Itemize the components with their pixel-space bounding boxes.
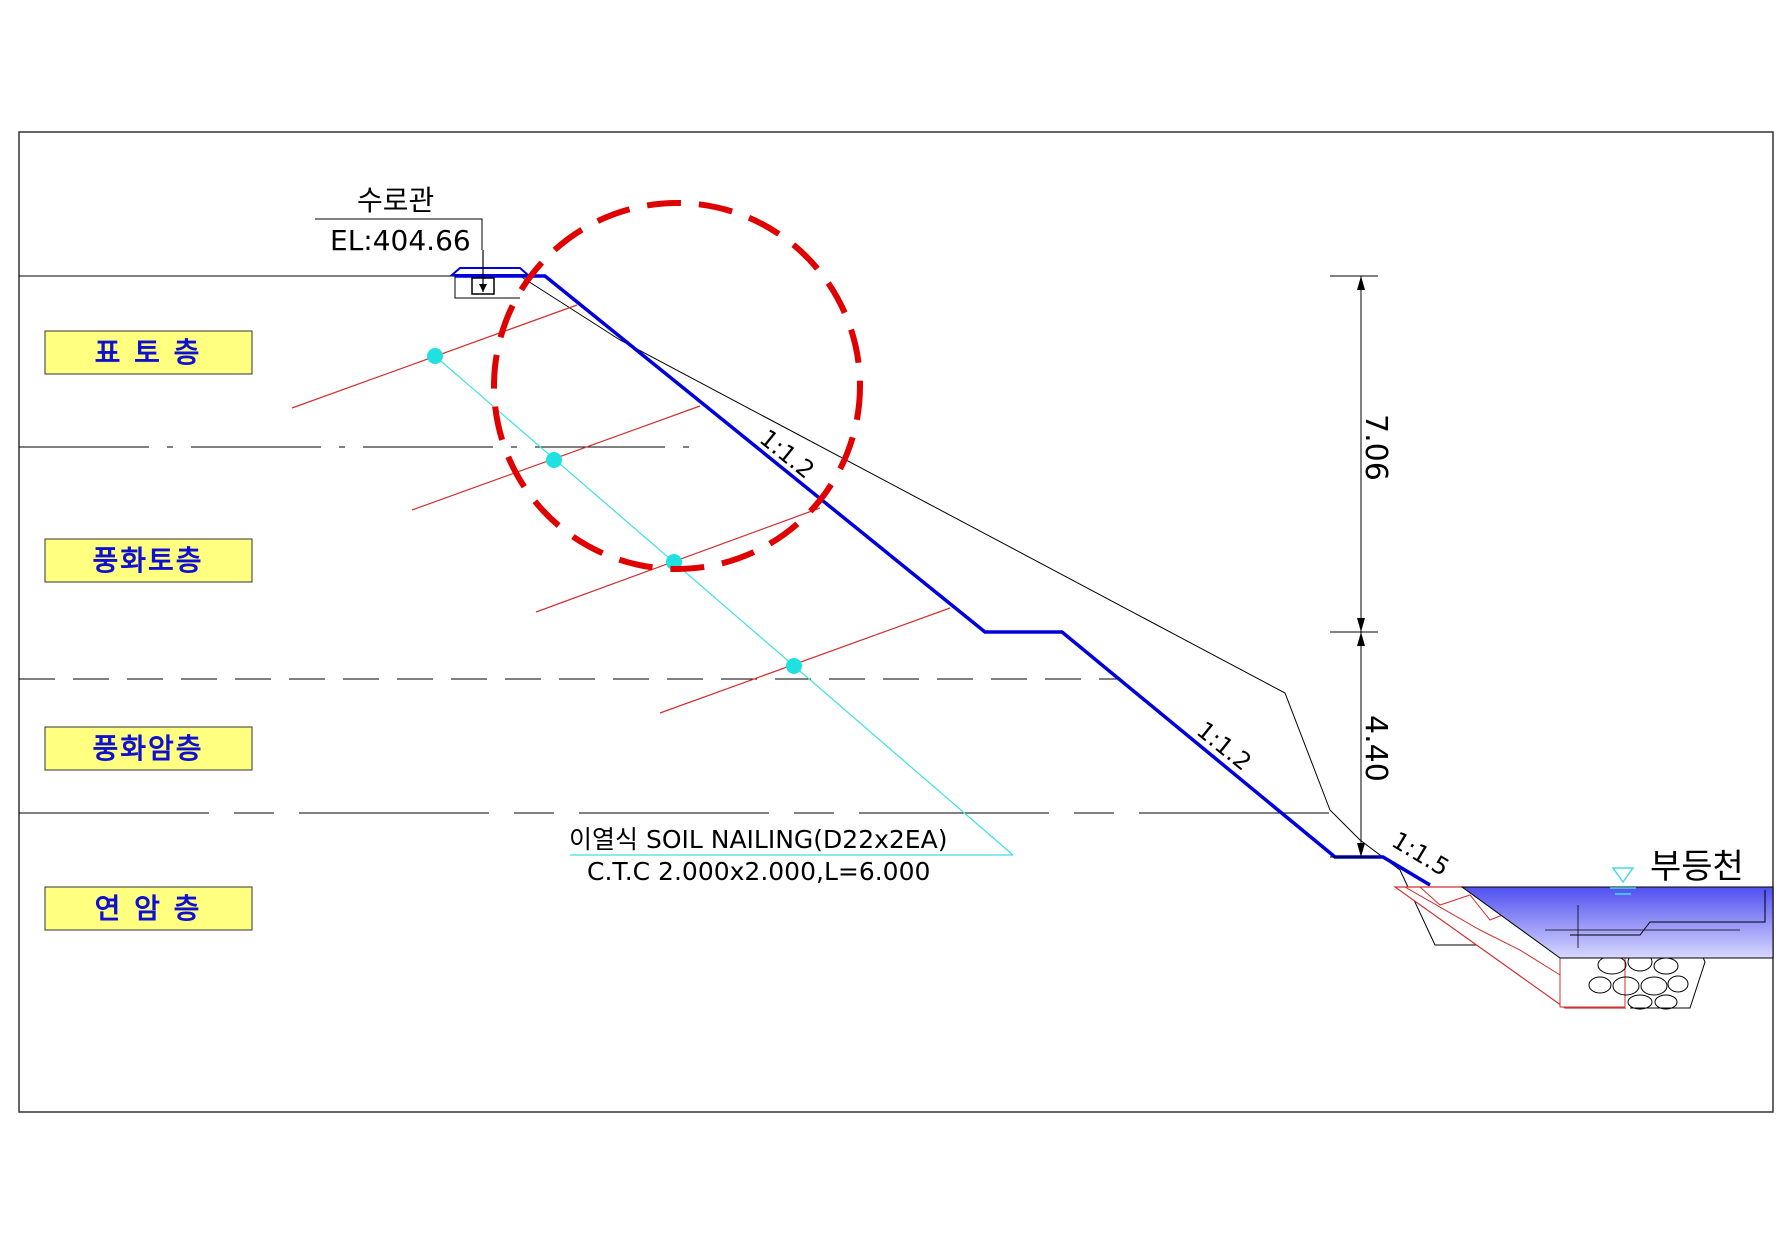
soil-nails [291,304,951,714]
highlight-circle [491,200,863,572]
layer-box-soft-rock [44,886,253,931]
layer-label-weathered-rock: 풍화암층 [92,732,203,765]
layer-label-weathered-soil: 풍화토층 [92,544,203,577]
nail-leader [434,355,1014,856]
pipe-label: 수로관 [357,184,434,217]
elevation-label: EL:404.66 [330,224,471,257]
dimension-upper: 7.06 [1358,414,1393,481]
nail-head-marker [546,452,562,468]
layer-label-soft-rock: 연 암 층 [95,892,202,925]
original-ground-line [519,275,1500,946]
layer-box-weathered-rock [44,726,253,771]
dimension-lines [1330,275,1378,858]
layer-legend: 표 토 층 풍화토층 풍화암층 연 암 층 [44,330,253,931]
river-water [1460,886,1774,959]
design-slope-line [455,274,1431,887]
dimension-lower: 4.40 [1358,715,1393,782]
nail-head-marker [427,348,443,364]
slope-ratio-toe: 1:1.5 [1387,826,1454,882]
nailing-spec-line2: C.T.C 2.000x2.000,L=6.000 [587,857,930,886]
water-pipe-structure [440,250,531,299]
revetment-structure [1393,886,1706,1010]
layer-label-topsoil: 표 토 층 [95,336,202,369]
river-label: 부등천 [1650,847,1744,887]
drawing-frame [18,131,1774,1113]
layer-box-topsoil [44,330,253,375]
nail-head-marker [786,658,802,674]
elevation-leader [315,218,483,250]
soil-nail [659,607,951,714]
layer-box-weathered-soil [44,538,253,583]
water-level-icon [1610,867,1636,895]
nailing-spec-line1: 이열식 SOIL NAILING(D22x2EA) [569,825,947,854]
